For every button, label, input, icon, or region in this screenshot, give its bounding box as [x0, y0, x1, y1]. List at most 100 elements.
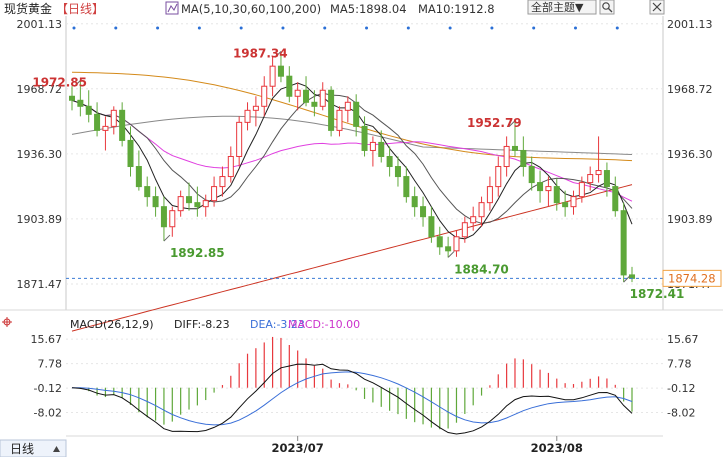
candle-body — [453, 236, 460, 252]
ma5-line — [71, 82, 633, 240]
candle-body — [211, 186, 218, 202]
period-tag: 【日线】 — [56, 2, 104, 16]
candle-body — [77, 99, 84, 107]
event-dot — [406, 26, 410, 30]
candle-body — [186, 196, 193, 204]
candle-body — [277, 65, 284, 77]
event-dot — [114, 26, 118, 30]
candle-body — [428, 216, 435, 238]
candle-body — [503, 145, 510, 168]
ma30-line — [71, 99, 633, 202]
annotation-pointer — [447, 251, 455, 258]
annotation-pointer — [623, 275, 630, 283]
search-icon[interactable] — [599, 0, 615, 15]
candle-body — [202, 200, 209, 208]
candle-body — [261, 85, 268, 107]
annotation-label: 1872.41 — [630, 287, 685, 301]
candle-body — [478, 202, 485, 218]
ma-icon — [165, 1, 179, 15]
price-tick-left: 1936.30 — [17, 148, 63, 161]
macd-value-label: MACD:-10.00 — [288, 318, 360, 331]
macd-tick-left: 7.78 — [38, 358, 63, 371]
moving-average-lines — [71, 71, 633, 332]
event-dot — [532, 26, 536, 30]
candle-body — [612, 186, 619, 212]
candle-body — [252, 105, 259, 111]
candle-body — [110, 109, 117, 127]
annotation-pointer — [163, 234, 171, 242]
macd-tick-right: -8.02 — [667, 407, 695, 420]
candle-body — [68, 95, 76, 101]
macd-dea-label: DEA:-3.23 — [250, 318, 305, 331]
candle-body — [353, 101, 360, 127]
annotation-pointer — [74, 80, 81, 87]
last-price-box — [662, 269, 722, 287]
candle-body — [102, 125, 109, 131]
candle-body — [436, 236, 443, 248]
ma100-line — [71, 115, 633, 155]
macd-diff-label: DIFF:-8.23 — [174, 318, 230, 331]
candle-body — [470, 216, 477, 224]
event-dot — [323, 26, 327, 30]
candle-body — [528, 166, 535, 184]
candle-body — [294, 89, 301, 97]
candle-body — [361, 125, 368, 151]
candle-body — [94, 113, 101, 131]
candle-body — [219, 176, 226, 188]
event-dot — [72, 26, 76, 30]
candle-body — [144, 186, 151, 198]
price-tick-right: 1936.30 — [667, 148, 713, 161]
candle-body — [587, 174, 594, 184]
macd-tick-right: 15.67 — [667, 333, 699, 346]
candle-body — [545, 186, 552, 192]
price-annotations: 1972.85 1987.34 1952.79 1892.85 1884.70 1872.… — [32, 46, 684, 301]
macd-tick-left: -8.02 — [34, 407, 62, 420]
price-tick-left: 1871.47 — [17, 278, 63, 291]
candle-body — [603, 170, 610, 188]
candle-body — [562, 202, 569, 208]
candle-body — [236, 121, 243, 157]
period-button[interactable]: 日线 — [0, 439, 67, 457]
candle-body — [495, 166, 502, 188]
candle-body — [177, 196, 184, 212]
candle-body — [461, 222, 468, 238]
candles — [68, 51, 636, 283]
candle-body — [303, 89, 310, 103]
candle-body — [194, 202, 201, 208]
last-price-text: 1874.28 — [668, 271, 716, 285]
event-dot — [197, 26, 201, 30]
candle-body — [311, 101, 318, 107]
annotation-label: 1884.70 — [454, 262, 509, 276]
macd-tick-left: -0.12 — [34, 382, 62, 395]
candle-body — [344, 101, 351, 111]
candle-body — [244, 109, 251, 123]
theme-dropdown[interactable]: 全部主题▼ — [527, 0, 597, 15]
price-axis-left: 2001.13 1968.72 1936.30 1903.89 1871.47 — [17, 18, 63, 291]
candle-body — [628, 274, 636, 279]
candle-body — [319, 89, 326, 107]
candle-body — [486, 186, 493, 204]
candle-body — [420, 206, 427, 218]
ma60-line — [71, 71, 633, 162]
candle-body — [553, 186, 560, 204]
candle-body — [169, 210, 176, 228]
annotation-pointer — [274, 51, 282, 58]
price-tick-left: 1968.72 — [17, 83, 63, 96]
price-tick-right: 1903.89 — [667, 213, 713, 226]
caret-up-icon — [53, 446, 60, 452]
macd-icon — [2, 317, 12, 327]
candle-body — [578, 182, 585, 198]
macd-diff-line — [71, 363, 633, 435]
event-dot — [239, 26, 243, 30]
candle-body — [520, 149, 527, 168]
period-button-label: 日线 — [10, 442, 34, 456]
close-icon[interactable] — [649, 0, 665, 15]
event-dot — [365, 26, 369, 30]
price-tick-left: 1903.89 — [17, 213, 63, 226]
event-dot — [156, 26, 160, 30]
event-dot — [281, 26, 285, 30]
event-dot — [615, 26, 619, 30]
